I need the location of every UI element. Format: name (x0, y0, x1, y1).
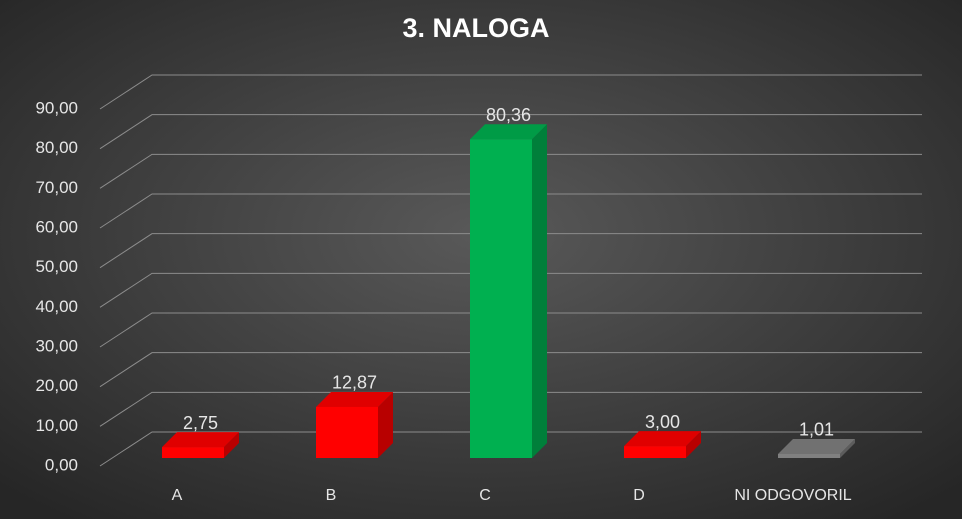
bar-top (316, 391, 393, 407)
y-tick-label: 60,00 (35, 217, 78, 236)
x-tick-label: B (326, 487, 337, 504)
grid-line (99, 153, 922, 189)
grid-line (99, 233, 922, 269)
grid-line (99, 352, 922, 388)
bar-top (162, 432, 239, 448)
chart-title: 3. NALOGA (402, 13, 549, 43)
bar-side (686, 431, 701, 458)
bar-side (378, 391, 393, 458)
grid-line (99, 312, 922, 348)
grid-line (99, 193, 922, 229)
bar-side (532, 124, 547, 458)
value-label: 2,75 (183, 413, 218, 433)
bar-top (470, 124, 547, 140)
bar (624, 446, 686, 458)
value-label: 12,87 (332, 373, 377, 393)
grid-line (99, 272, 922, 308)
y-tick-label: 20,00 (35, 376, 78, 395)
y-tick-label: 50,00 (35, 257, 78, 276)
x-tick-label: C (479, 487, 491, 504)
y-tick-label: 80,00 (35, 138, 78, 157)
x-tick-label: D (633, 487, 645, 504)
bar (162, 447, 224, 458)
y-tick-label: 90,00 (35, 98, 78, 117)
bar-top (778, 438, 855, 454)
x-tick-label: NI ODGOVORIL (734, 487, 851, 504)
value-label: 3,00 (645, 412, 680, 432)
bar (778, 453, 840, 458)
y-tick-label: 30,00 (35, 336, 78, 355)
bar-top (624, 431, 701, 447)
grid-line (99, 74, 922, 110)
bar-side (224, 432, 239, 458)
value-label: 1,01 (799, 420, 834, 440)
bar (470, 139, 532, 459)
grid-line (99, 391, 922, 427)
value-label: 80,36 (486, 105, 531, 125)
grid-line (99, 114, 922, 150)
bar (316, 406, 378, 458)
x-tick-label: A (172, 487, 183, 504)
y-tick-label: 40,00 (35, 297, 78, 316)
y-tick-label: 70,00 (35, 178, 78, 197)
y-tick-label: 10,00 (35, 416, 78, 435)
bar-side (840, 438, 855, 458)
y-tick-label: 0,00 (45, 455, 78, 474)
